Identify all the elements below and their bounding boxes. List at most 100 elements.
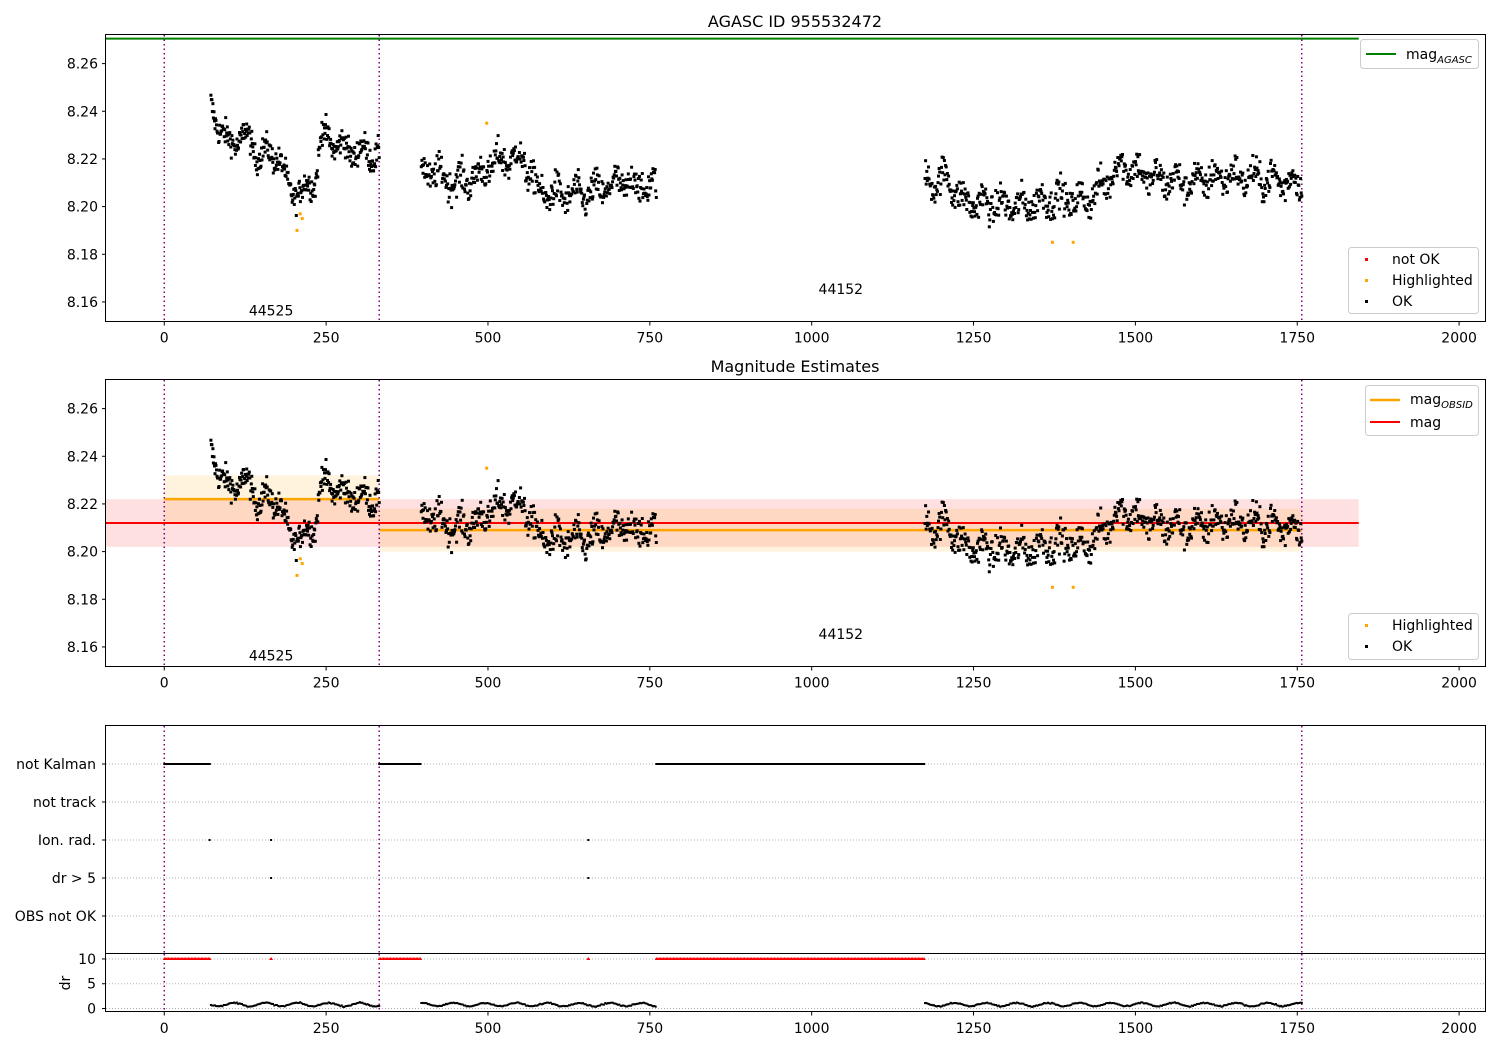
ok-point [642, 187, 646, 191]
dr-ok-point [1274, 1003, 1277, 1005]
ok-point [1108, 177, 1111, 181]
dr-ok-point [428, 1003, 431, 1006]
ok-point [308, 526, 312, 530]
ok-point [1126, 175, 1130, 179]
dr-ok-point [501, 1005, 504, 1008]
ok-point [360, 485, 364, 488]
dr-ok-point [514, 1001, 517, 1004]
ok-point [1195, 167, 1199, 171]
flag-point [718, 763, 720, 765]
dr-ok-point [1048, 1002, 1051, 1005]
svg-text:OK: OK [1392, 639, 1413, 655]
ok-point [1179, 532, 1183, 536]
ok-point [1187, 538, 1191, 542]
ok-point [253, 164, 257, 167]
ok-point [367, 505, 371, 509]
dr-ok-point [469, 1005, 472, 1008]
ok-point [376, 479, 380, 482]
ok-point [1028, 213, 1032, 217]
dr-ok-point [216, 1005, 219, 1008]
ok-point [1169, 522, 1173, 525]
ok-point [591, 540, 595, 544]
ok-point [283, 512, 287, 516]
ok-point [603, 187, 607, 191]
ok-point [1233, 154, 1237, 158]
ok-point [426, 509, 429, 513]
ok-point [958, 203, 962, 207]
flag-point [166, 763, 169, 765]
ok-point [1157, 173, 1161, 177]
dr-ok-point [555, 1003, 557, 1006]
ok-point [1172, 178, 1176, 182]
ok-point [1207, 165, 1211, 169]
ok-point [1095, 181, 1099, 185]
ok-point [993, 556, 997, 559]
ok-point [626, 530, 630, 534]
flag-point [698, 763, 700, 765]
ok-point [1166, 527, 1170, 531]
dr-ok-point [556, 1004, 559, 1006]
flag-point [419, 763, 422, 765]
ok-point [1182, 525, 1186, 529]
ok-point [338, 134, 342, 138]
dr-ok-point [565, 1005, 568, 1007]
ok-point [586, 186, 590, 190]
flag-point [790, 763, 793, 765]
ok-point [1201, 179, 1205, 183]
dr-ok-point [447, 1002, 450, 1005]
x-tick-label: 2000 [1441, 676, 1477, 692]
ok-point [449, 531, 452, 535]
flag-point [878, 763, 881, 765]
flag-point [880, 763, 883, 765]
ok-point [1276, 520, 1280, 523]
dr-ok-point [1207, 1002, 1210, 1005]
ok-point [342, 137, 346, 140]
ok-point [1158, 171, 1162, 175]
ok-point [342, 482, 346, 485]
flag-point [207, 763, 210, 765]
dr-ok-point [352, 1003, 355, 1005]
ok-point [1039, 190, 1043, 194]
ok-point [1098, 179, 1101, 183]
ok-point [1117, 509, 1121, 513]
ok-point [499, 506, 503, 510]
ok-point [1251, 179, 1255, 182]
ok-point [1010, 556, 1014, 560]
ok-point [1032, 561, 1035, 565]
dr-ok-point [1254, 1005, 1257, 1008]
dr-ok-point [1261, 1002, 1264, 1005]
flag-point [762, 763, 765, 765]
ok-point [505, 513, 509, 517]
dr-ok-point [971, 1004, 974, 1007]
ok-point [475, 523, 479, 527]
ok-point [371, 159, 375, 163]
ok-point [210, 98, 214, 102]
ok-point [1210, 529, 1214, 533]
dr-ok-point [617, 1003, 620, 1006]
ok-point [422, 502, 426, 506]
ok-point [221, 469, 225, 473]
flag-point [740, 763, 743, 765]
ok-point [1076, 546, 1080, 550]
ok-point [1177, 177, 1181, 180]
flag-point [666, 763, 669, 765]
dr-ok-point [1093, 1004, 1096, 1007]
ok-point [996, 207, 1000, 211]
dr-ok-point [473, 1004, 476, 1007]
ok-point [631, 187, 635, 190]
flag-point [408, 763, 411, 765]
ok-point [1009, 214, 1013, 218]
ok-point [592, 516, 595, 520]
ok-point [1228, 518, 1232, 522]
dr-ok-point [1118, 1003, 1121, 1006]
dr-ok-point [1119, 1004, 1122, 1007]
ok-point [488, 174, 492, 178]
highlighted-point [295, 228, 299, 232]
dr-ok-point [517, 1001, 520, 1004]
flag-point [659, 763, 662, 765]
ok-point [270, 147, 274, 151]
ok-point [1182, 548, 1186, 552]
ok-point [240, 471, 244, 475]
ok-point [1154, 511, 1158, 515]
dr-ok-point [371, 1005, 374, 1008]
